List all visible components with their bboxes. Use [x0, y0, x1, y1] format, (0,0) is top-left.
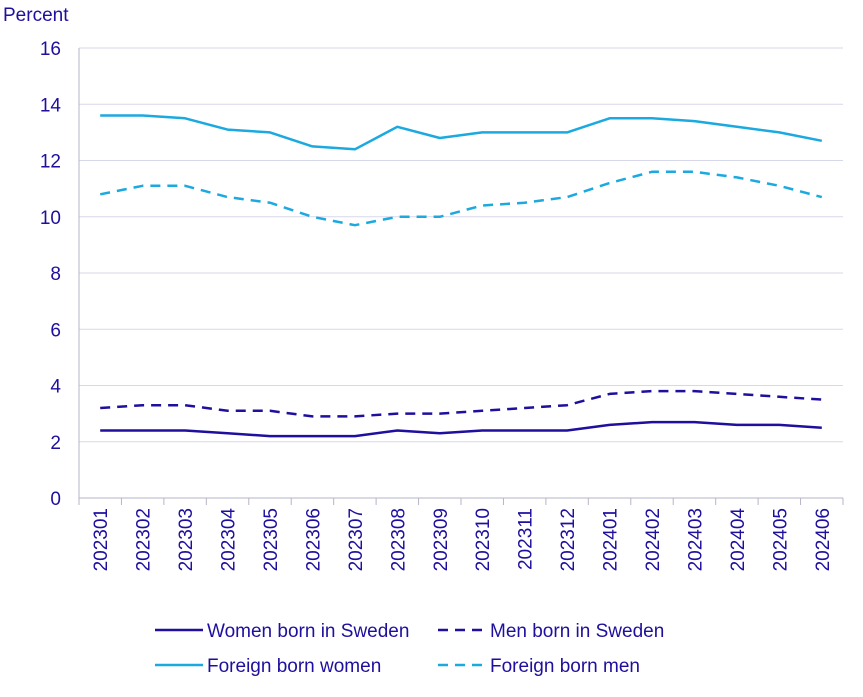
y-tick-label: 4 — [50, 377, 61, 398]
legend-label: Foreign born women — [207, 656, 381, 677]
legend: Women born in Sweden Men born in Sweden Fo… — [155, 621, 664, 677]
x-tick-label: 202405 — [770, 508, 791, 571]
y-tick-label: 14 — [40, 95, 62, 116]
legend-label: Men born in Sweden — [490, 621, 664, 642]
y-tick-label: 10 — [40, 208, 61, 229]
y-tick-label: 16 — [40, 39, 61, 60]
series-line-women-born-in-sweden — [100, 420, 822, 438]
x-tick-label: 202307 — [346, 508, 367, 571]
x-tick-label: 202309 — [431, 508, 452, 571]
series-line-foreign-born-men — [99, 170, 823, 227]
x-tick-label: 202406 — [813, 508, 834, 571]
series-line-men-born-in-sweden — [100, 389, 822, 418]
x-tick-label: 202306 — [303, 508, 324, 571]
x-tick-label: 202311 — [516, 508, 537, 570]
x-tick-label: 202312 — [558, 508, 579, 571]
x-tick-label: 202302 — [134, 508, 155, 571]
x-tick-label: 202305 — [261, 508, 282, 571]
x-tick-label: 202401 — [601, 508, 622, 571]
y-tick-label: 2 — [50, 433, 61, 454]
legend-label: Foreign born men — [490, 656, 640, 677]
x-tick-label: 202403 — [685, 508, 706, 571]
x-tick-label: 202402 — [643, 508, 664, 571]
y-tick-label: 6 — [50, 320, 61, 341]
x-tick-label: 202301 — [91, 508, 112, 571]
x-tick-label: 202303 — [176, 508, 197, 571]
x-tick-label: 202308 — [388, 508, 409, 571]
y-tick-label: 0 — [50, 489, 61, 510]
x-tick-label: 202310 — [473, 508, 494, 571]
y-tick-label: 12 — [40, 152, 61, 173]
legend-label: Women born in Sweden — [207, 621, 409, 642]
series-line-foreign-born-women — [100, 114, 823, 151]
gridlines — [79, 47, 843, 443]
x-tick-label: 202304 — [219, 508, 240, 572]
axes: 0 2 4 6 8 10 12 14 16 202301 202302 202303 202304 202… — [40, 39, 844, 572]
y-tick-label: 8 — [50, 264, 61, 285]
y-axis-label: Percent — [3, 5, 69, 26]
x-tick-label: 202404 — [728, 508, 749, 572]
series-lines — [99, 114, 823, 438]
